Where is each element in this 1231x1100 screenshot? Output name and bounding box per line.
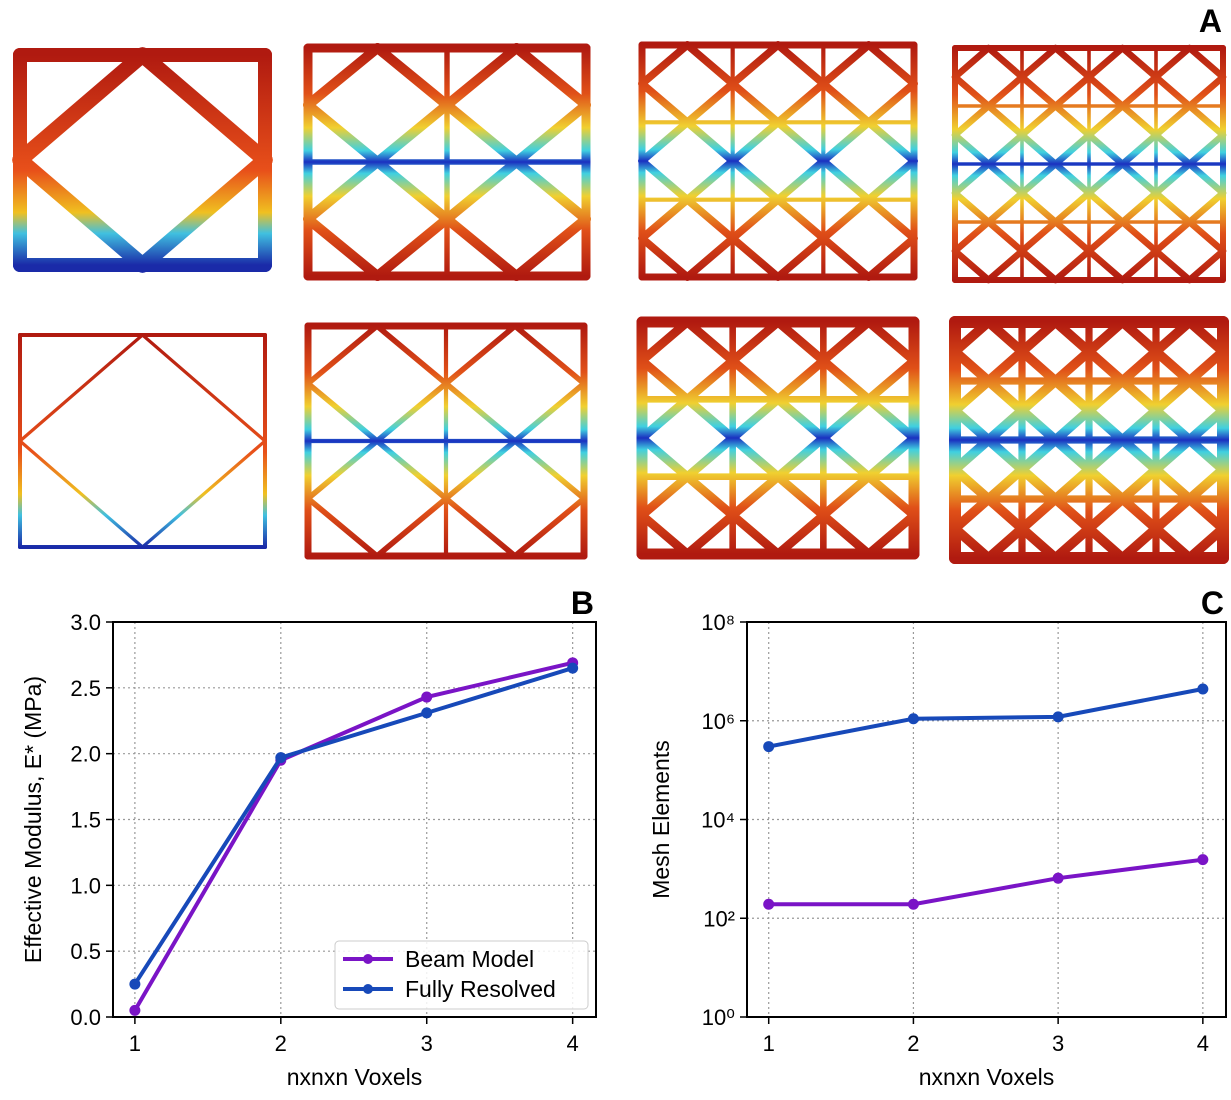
x-tick-label: 4 — [1197, 1031, 1209, 1056]
lattice-render — [20, 55, 265, 265]
x-axis-label: nxnxn Voxels — [919, 1064, 1055, 1090]
y-tick-label: 10⁸ — [701, 610, 735, 635]
y-axis-label: Effective Modulus, E* (MPa) — [20, 676, 46, 963]
data-point — [1197, 683, 1208, 694]
data-point — [1053, 873, 1064, 884]
data-point — [1197, 854, 1208, 865]
data-point — [275, 752, 286, 763]
data-point — [421, 707, 432, 718]
panel-label: C — [1201, 585, 1224, 621]
y-tick-label: 10⁴ — [701, 808, 735, 833]
legend-marker — [363, 984, 373, 994]
panel-label: B — [571, 585, 594, 621]
x-tick-label: 1 — [763, 1031, 775, 1056]
series-line — [769, 860, 1203, 905]
x-tick-label: 1 — [129, 1031, 141, 1056]
chart-panel: 0.0 0.5 1.0 1.5 2.0 2.5 3.0 1 2 3 4 nxnxn Voxels Eff… — [20, 585, 596, 1090]
x-tick-label: 2 — [275, 1031, 287, 1056]
lattice-render — [642, 45, 914, 277]
panel-label: A — [1199, 3, 1222, 39]
lattice-render — [642, 322, 914, 554]
legend-label: Beam Model — [405, 946, 534, 972]
y-tick-label: 10⁰ — [702, 1005, 735, 1030]
y-tick-label: 0.0 — [70, 1005, 101, 1030]
data-point — [763, 741, 774, 752]
legend-label: Fully Resolved — [405, 976, 556, 1002]
x-tick-label: 2 — [907, 1031, 919, 1056]
data-point — [1053, 711, 1064, 722]
y-tick-label: 2.0 — [70, 742, 101, 767]
x-tick-label: 3 — [1052, 1031, 1064, 1056]
legend-marker — [363, 954, 373, 964]
legend: Beam Model Fully Resolved — [335, 941, 588, 1009]
y-tick-label: 0.5 — [70, 939, 101, 964]
lattice-render — [20, 335, 265, 547]
lattice-renders — [20, 45, 1223, 558]
data-point — [421, 692, 432, 703]
y-tick-label: 10² — [703, 906, 735, 931]
lattice-render — [308, 48, 586, 276]
lattice-render — [955, 322, 1223, 558]
x-axis-label: nxnxn Voxels — [287, 1064, 423, 1090]
figure: A 0.0 0.5 1.0 1.5 2.0 2.5 3.0 1 2 3 4 nxnxn Voxels E… — [0, 0, 1231, 1095]
data-point — [567, 663, 578, 674]
y-tick-label: 1.0 — [70, 873, 101, 898]
data-point — [129, 979, 140, 990]
y-tick-label: 2.5 — [70, 676, 101, 701]
data-point — [908, 899, 919, 910]
x-tick-label: 3 — [421, 1031, 433, 1056]
y-tick-label: 1.5 — [70, 808, 101, 833]
data-point — [763, 899, 774, 910]
x-tick-label: 4 — [567, 1031, 579, 1056]
series-line — [769, 689, 1203, 747]
lattice-render — [955, 48, 1223, 280]
chart-panel: 10⁰ 10² 10⁴ 10⁶ 10⁸ 1 2 3 4 nxnxn Voxels Mesh Elem… — [648, 585, 1226, 1090]
lattice-render — [308, 326, 584, 556]
data-point — [908, 713, 919, 724]
y-tick-label: 3.0 — [70, 610, 101, 635]
series-line — [135, 668, 573, 984]
y-axis-label: Mesh Elements — [648, 740, 674, 899]
y-tick-label: 10⁶ — [701, 709, 735, 734]
data-point — [129, 1005, 140, 1016]
